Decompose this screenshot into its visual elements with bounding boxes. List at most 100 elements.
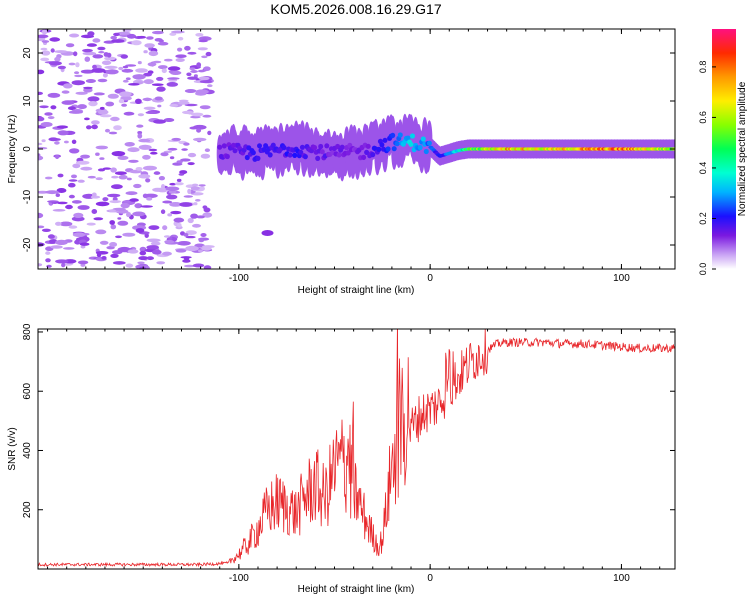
noise-blob	[120, 54, 128, 59]
noise-blob	[55, 259, 69, 264]
spectrogram-x-ticks: -100 0 100	[47, 29, 661, 284]
noise-blob	[91, 68, 106, 73]
noise-blob	[92, 64, 97, 70]
noise-blob	[101, 60, 112, 66]
noise-blob	[137, 113, 144, 117]
noise-blob	[152, 30, 164, 35]
noise-blob	[110, 224, 117, 230]
noise-blob	[143, 72, 153, 77]
chart-title: KOM5.2026.008.16.29.G17	[270, 1, 441, 17]
noise-blob	[98, 51, 105, 54]
snr-y-ticks: 200 400 600 800	[22, 323, 675, 518]
noise-blob	[175, 54, 187, 58]
noise-blob	[136, 124, 144, 128]
noise-blob	[143, 50, 148, 54]
noise-blob	[38, 91, 43, 95]
colorbar-tick-label: 0.8	[698, 61, 708, 74]
noise-blob	[71, 139, 77, 144]
noise-blob	[125, 64, 137, 67]
noise-blob	[101, 256, 107, 260]
noise-blob	[97, 109, 109, 115]
noise-blob	[169, 103, 179, 107]
noise-blob	[75, 160, 90, 165]
noise-blob	[57, 65, 66, 70]
noise-blob	[183, 233, 189, 237]
x-tick-label: 0	[427, 573, 433, 584]
noise-blob	[55, 193, 60, 198]
trace-core	[292, 152, 298, 158]
y-tick-label: 200	[22, 501, 33, 518]
noise-blob	[95, 152, 100, 156]
noise-blob	[199, 80, 213, 84]
noise-blob	[118, 174, 128, 180]
trace-core	[319, 149, 325, 155]
noise-blob	[41, 228, 51, 232]
noise-blob	[177, 223, 182, 228]
noise-blob	[160, 152, 169, 157]
noise-blob	[110, 253, 119, 258]
noise-blob	[91, 209, 98, 214]
noise-blob	[135, 228, 145, 233]
noise-blob	[108, 209, 117, 213]
noise-blob	[148, 225, 160, 231]
noise-blob	[65, 204, 73, 210]
noise-blob	[112, 207, 126, 211]
noise-blob	[156, 261, 166, 265]
colorbar-ticks: 0.0 0.2 0.4 0.6 0.8	[698, 61, 716, 275]
noise-blob	[152, 249, 162, 255]
noise-blob	[61, 90, 70, 94]
noise-blob	[110, 35, 117, 40]
noise-blob	[55, 239, 68, 245]
noise-blob	[38, 116, 45, 122]
snr-y-label: SNR (v/v)	[7, 427, 18, 470]
noise-blob	[184, 45, 191, 51]
noise-blob	[68, 225, 78, 229]
trace-core	[397, 132, 403, 138]
noise-blob	[131, 40, 142, 46]
noise-blob	[47, 92, 61, 98]
noise-blob	[73, 212, 84, 218]
noise-blob	[132, 74, 146, 80]
noise-blob	[160, 209, 166, 214]
trace-core	[364, 149, 370, 155]
noise-blob	[135, 68, 148, 73]
noise-blob	[198, 76, 210, 81]
noise-blob	[152, 187, 164, 192]
noise-blob	[112, 261, 126, 265]
noise-blob	[175, 249, 187, 253]
noise-blob	[202, 205, 208, 209]
noise-blob	[190, 115, 201, 119]
noise-blob	[190, 186, 200, 191]
noise-blob	[146, 256, 154, 261]
y-tick-label: 20	[22, 47, 33, 59]
noise-blob	[61, 262, 66, 268]
noise-blob	[207, 130, 212, 136]
noise-blob	[111, 184, 123, 190]
trace-core	[335, 143, 341, 150]
noise-blob	[193, 137, 207, 142]
noise-blob	[137, 261, 145, 265]
noise-blob	[197, 249, 204, 253]
noise-blob	[153, 119, 166, 124]
trace-core	[224, 153, 230, 160]
noise-blob	[191, 183, 199, 187]
noise-blob	[146, 36, 154, 40]
trace-core	[257, 143, 262, 149]
noise-blob	[132, 211, 146, 217]
noise-blob	[150, 241, 161, 246]
noise-blob	[93, 92, 105, 96]
noise-blob	[178, 173, 185, 176]
noise-blob	[109, 200, 121, 204]
noise-blob	[187, 162, 195, 166]
noise-blob	[122, 65, 129, 69]
noise-blob	[91, 120, 100, 125]
noise-blob	[191, 112, 204, 117]
y-tick-label: 800	[22, 323, 33, 340]
noise-blob	[125, 263, 134, 268]
noise-blob	[117, 155, 129, 160]
noise-blob	[95, 201, 110, 207]
trace-core	[336, 152, 342, 158]
noise-blob	[187, 217, 194, 224]
noise-blob	[207, 84, 213, 88]
x-tick-label: -100	[229, 273, 249, 284]
